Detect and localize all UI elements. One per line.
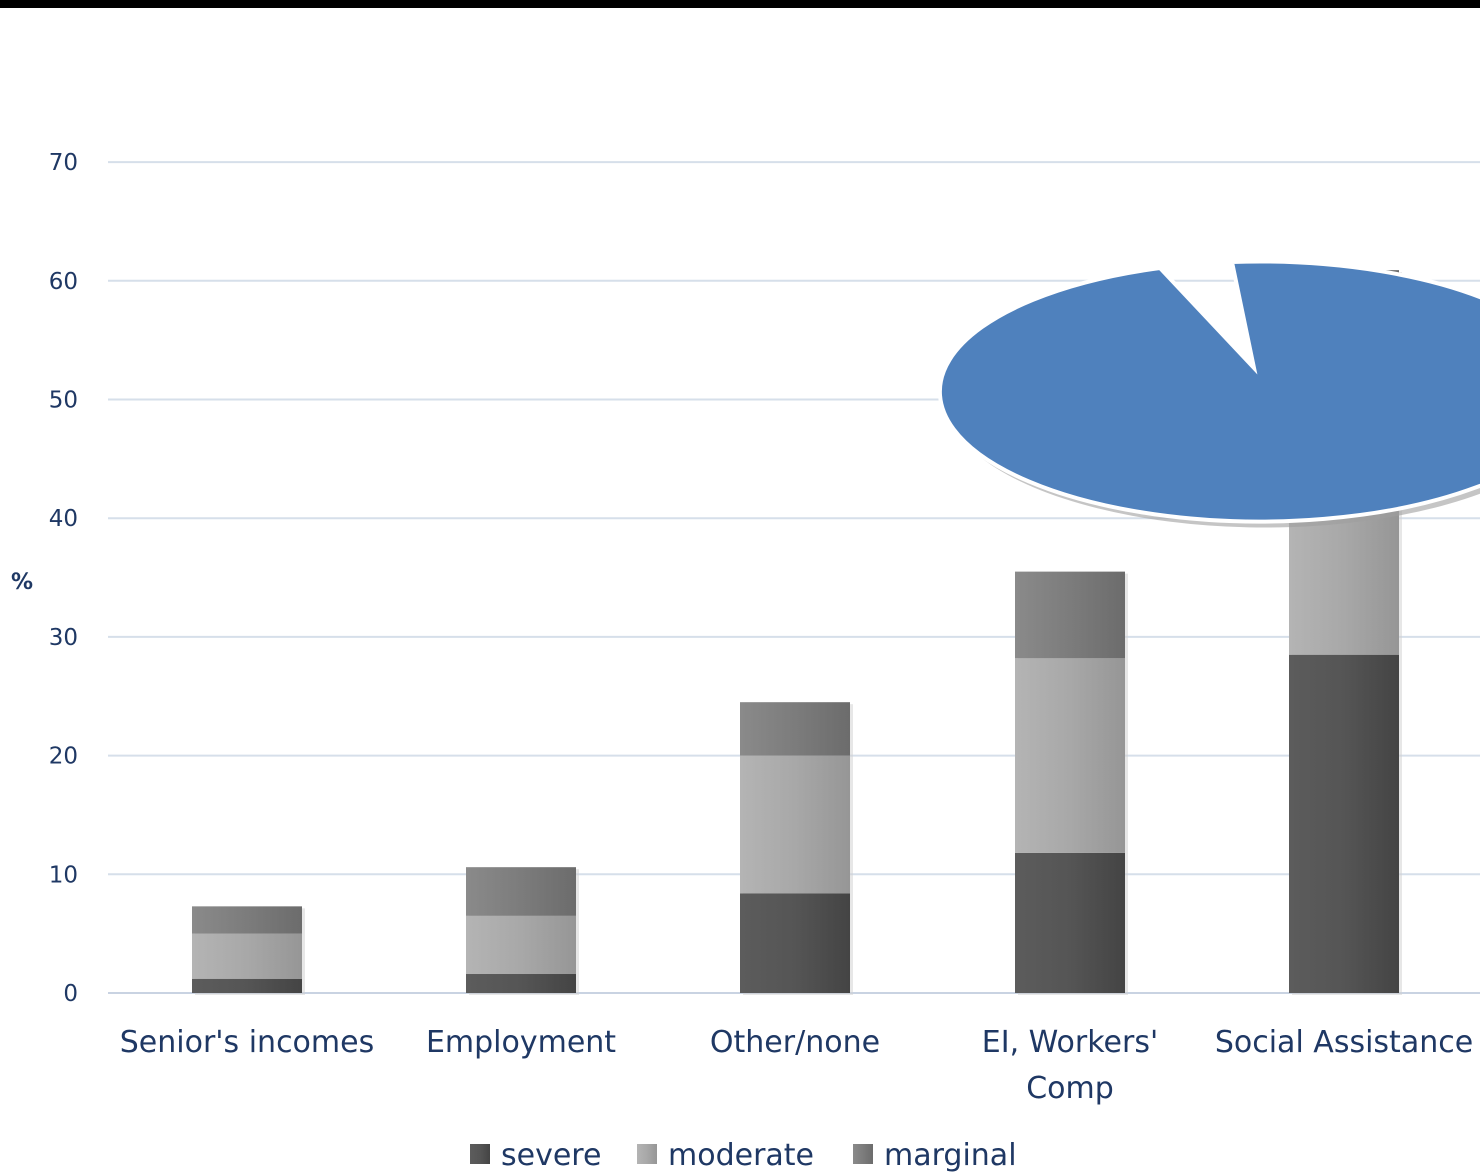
bar-segment-moderate (1015, 658, 1125, 853)
legend: severe moderate marginal (470, 1138, 1017, 1172)
bar-segment-marginal (740, 702, 850, 756)
bar-segment-marginal (1015, 571, 1125, 659)
legend-swatch-marginal (853, 1144, 873, 1164)
bar-segment-severe (1015, 852, 1125, 993)
bar-segment-severe (1289, 654, 1399, 993)
x-category-label: EI, Workers' Comp (982, 1025, 1158, 1106)
callout: Low benefit levels + asset limits + restr… (843, 60, 1480, 528)
y-axis-label: % (11, 570, 33, 595)
y-tick-label: 10 (49, 862, 78, 888)
y-tick-label: 30 (49, 625, 78, 651)
callout-line: vulnerability. (948, 219, 1159, 258)
x-category-label: Employment (426, 1025, 616, 1060)
x-category-label: Social Assistance (1215, 1025, 1473, 1060)
bar-segment-severe (192, 978, 302, 993)
top-border (0, 0, 1480, 8)
legend-label-marginal: marginal (884, 1138, 1017, 1172)
legend-swatch-moderate (637, 1144, 657, 1164)
callout-line: asset limits + restrictions (843, 113, 1264, 152)
bar-segment-marginal (466, 867, 576, 916)
bar-segment-moderate (192, 933, 302, 979)
legend-label-moderate: moderate (668, 1138, 814, 1172)
bar-segment-severe (466, 974, 576, 993)
y-tick-label: 40 (49, 506, 78, 532)
y-tick-label: 20 (49, 744, 78, 770)
callout-bubble (937, 259, 1480, 524)
callout-text: Low benefit levels + asset limits + restr… (843, 60, 1264, 258)
bar-segment-moderate (466, 915, 576, 975)
legend-label-severe: severe (501, 1138, 601, 1172)
legend-swatch-severe (470, 1144, 490, 1164)
bar-segment-severe (740, 893, 850, 993)
bar-segment-moderate (740, 755, 850, 894)
callout-line: Low benefit levels + (886, 60, 1222, 99)
y-tick-label: 50 (49, 388, 78, 414)
y-tick-label: 70 (49, 150, 78, 176)
x-category-label: Other/none (710, 1025, 880, 1060)
bar-segment-marginal (192, 906, 302, 934)
y-tick-label: 0 (63, 981, 78, 1007)
x-axis-categories: Senior's incomes Employment Other/none EI, … (120, 1025, 1473, 1106)
y-tick-label: 60 (49, 269, 78, 295)
callout-line: on earnings = extreme (864, 166, 1245, 205)
x-category-label: Senior's incomes (120, 1025, 374, 1060)
y-axis-ticks: 0 10 20 30 40 50 60 70 (49, 150, 78, 1007)
